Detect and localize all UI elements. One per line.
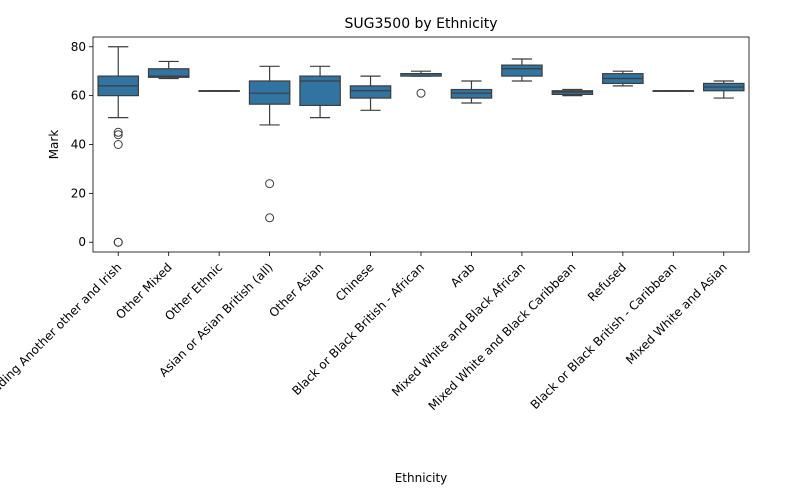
box-group — [652, 90, 695, 92]
x-tick-label: Refused — [585, 260, 629, 304]
outlier-point — [113, 127, 123, 137]
box-group — [400, 70, 442, 98]
y-tick-label: 60 — [71, 89, 86, 103]
plot-area — [97, 46, 745, 247]
box — [551, 90, 594, 96]
x-axis: White including Another other and Irish O… — [0, 252, 730, 437]
y-axis: 0 20 40 60 80 — [71, 40, 93, 249]
box-group — [349, 75, 392, 111]
box-group — [198, 90, 240, 92]
x-tick-label: Arab — [448, 260, 478, 290]
outlier-point — [113, 130, 123, 140]
box-group — [551, 88, 594, 97]
outlier-point — [113, 237, 123, 247]
y-tick-label: 0 — [78, 235, 86, 249]
box-group — [248, 65, 291, 223]
x-axis-label: Ethnicity — [395, 471, 448, 485]
box — [501, 64, 543, 77]
outlier-point — [416, 88, 426, 98]
x-tick-label: White including Another other and Irish — [0, 260, 124, 437]
box-group — [299, 65, 341, 119]
outlier-point — [265, 213, 275, 223]
box — [450, 88, 493, 99]
box — [349, 85, 392, 99]
box-group — [602, 70, 644, 87]
box-group — [450, 80, 493, 104]
box-group — [147, 60, 190, 80]
outlier-point — [265, 179, 275, 189]
plot-frame — [92, 36, 750, 253]
x-tick-label: Chinese — [333, 260, 377, 304]
x-tick-label: Other Asian — [266, 260, 326, 320]
x-tick-label: Mixed White and Asian — [623, 260, 730, 367]
box — [147, 68, 190, 78]
y-tick-label: 20 — [71, 186, 86, 200]
box — [248, 80, 291, 105]
box-group — [702, 80, 745, 99]
y-tick-label: 80 — [71, 40, 86, 54]
chart-title: SUG3500 by Ethnicity — [344, 16, 497, 32]
y-tick-label: 40 — [71, 138, 86, 152]
box-group — [97, 46, 140, 247]
box-group — [501, 58, 543, 82]
y-axis-label: Mark — [47, 130, 61, 160]
outlier-point — [113, 140, 123, 149]
